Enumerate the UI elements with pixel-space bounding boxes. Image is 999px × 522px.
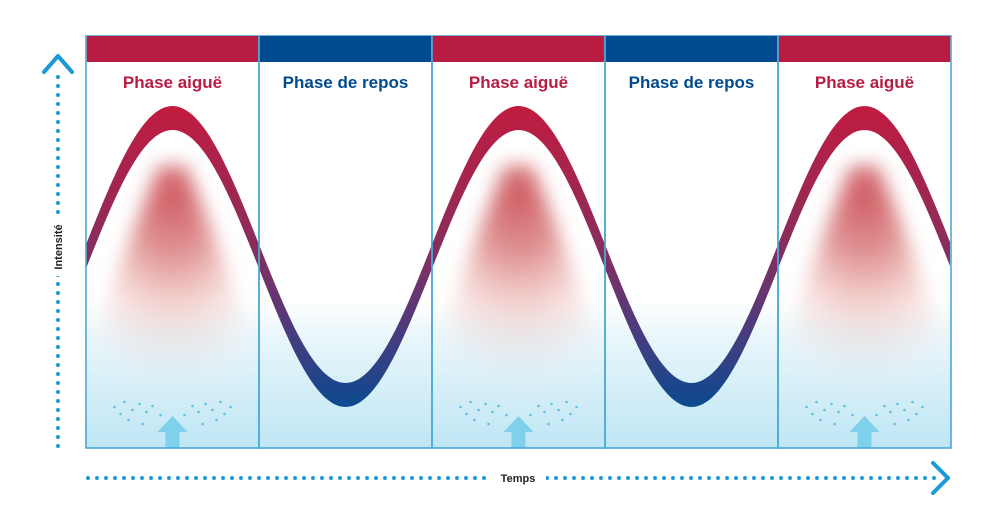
particle-dot [151, 404, 154, 408]
particle-dot [529, 413, 532, 417]
particle-dot [113, 405, 116, 409]
y-axis-label: Intensité [53, 224, 65, 269]
particle-dot [907, 418, 910, 422]
particle-dot [875, 413, 878, 417]
particle-dot [565, 400, 568, 404]
particle-dot [915, 412, 918, 416]
heat-glow-5 [769, 165, 960, 420]
particle-dot [473, 418, 476, 422]
heat-glow-1 [77, 165, 268, 420]
particle-dot [543, 410, 546, 414]
y-axis-label-bg [52, 218, 64, 276]
arrow-up-icon [849, 416, 880, 448]
arrow-right-dotted-icon [931, 461, 950, 495]
phase-header-bar-5 [778, 36, 951, 62]
x-axis-label-bg [490, 469, 546, 487]
particle-dot [119, 412, 122, 416]
particle-dot [191, 404, 194, 408]
particle-dot [141, 422, 144, 426]
particle-dot [837, 410, 840, 414]
particle-dot [557, 408, 560, 412]
x-axis-label: Temps [501, 473, 536, 485]
particle-dot [201, 422, 204, 426]
particle-dot [497, 404, 500, 408]
heat-glow-3 [423, 165, 614, 420]
particle-dot [127, 418, 130, 422]
particle-dot [893, 422, 896, 426]
particle-dot [145, 410, 148, 414]
particle-dot [211, 408, 214, 412]
phase-header-bar-1 [86, 36, 259, 62]
particle-dot [889, 410, 892, 414]
particle-dot [811, 412, 814, 416]
particle-dot [921, 405, 924, 409]
particle-dot [815, 400, 818, 404]
particle-dot [547, 422, 550, 426]
phase-header-bar-4 [605, 36, 778, 62]
particle-dot [505, 413, 508, 417]
particle-dot [537, 404, 540, 408]
particle-dot [197, 410, 200, 414]
particle-dot [491, 410, 494, 414]
particle-dot [183, 413, 186, 417]
particle-dot [819, 418, 822, 422]
particle-dot [851, 413, 854, 417]
particle-dot [550, 402, 553, 406]
particle-dot [138, 402, 141, 406]
particle-dot [123, 400, 126, 404]
arrow-up-icon [503, 416, 534, 448]
particle-dot [223, 412, 226, 416]
particle-dot [561, 418, 564, 422]
particle-dot [896, 402, 899, 406]
phase-header-bar-2 [259, 36, 432, 62]
particle-dot [131, 408, 134, 412]
particle-dot [487, 422, 490, 426]
particle-dot [465, 412, 468, 416]
phase-label-2: Phase de repos [283, 73, 409, 92]
particle-dot [823, 408, 826, 412]
particle-dot [219, 400, 222, 404]
phase-label-3: Phase aiguë [469, 73, 568, 92]
particle-dot [843, 404, 846, 408]
arrow-up-icon [157, 416, 188, 448]
phase-label-4: Phase de repos [629, 73, 755, 92]
particle-dot [484, 402, 487, 406]
particle-dot [903, 408, 906, 412]
arrow-up-dotted-icon [42, 54, 74, 74]
particle-dot [229, 405, 232, 409]
phase-label-5: Phase aiguë [815, 73, 914, 92]
particle-dot [477, 408, 480, 412]
particle-dot [830, 402, 833, 406]
particle-dot [215, 418, 218, 422]
phase-header-bar-3 [432, 36, 605, 62]
particle-dot [575, 405, 578, 409]
particle-dot [911, 400, 914, 404]
particle-dot [469, 400, 472, 404]
particle-dot [569, 412, 572, 416]
particle-dot [204, 402, 207, 406]
particle-dot [805, 405, 808, 409]
particle-dot [833, 422, 836, 426]
particle-dot [159, 413, 162, 417]
x-axis: Temps [86, 461, 950, 495]
particle-dot [459, 405, 462, 409]
phase-label-1: Phase aiguë [123, 73, 222, 92]
particle-dot [883, 404, 886, 408]
y-axis: Intensité [42, 54, 74, 448]
